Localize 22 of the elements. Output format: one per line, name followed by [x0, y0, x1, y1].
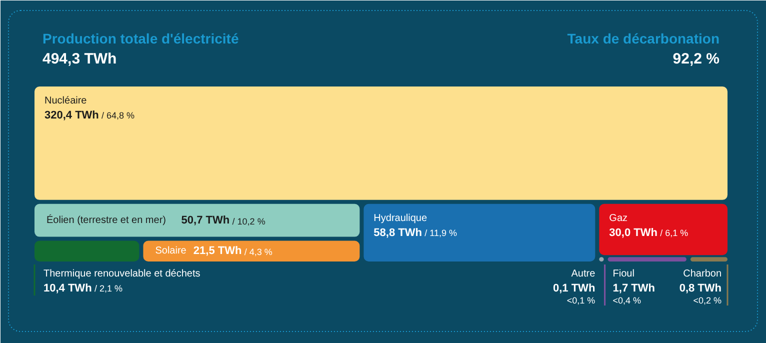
- category-label: Charbon: [683, 268, 722, 280]
- data-label: 30,0 TWh / 6,1 %: [609, 226, 688, 239]
- data-label: 0,1 TWh <0,1 %: [552, 282, 596, 306]
- category-label: Thermique renouvelable et déchets: [44, 268, 200, 280]
- text: 494,3 TWh: [42, 50, 117, 68]
- category-label: Éolien (terrestre et en mer): [46, 214, 166, 226]
- text: 92,2 %: [672, 50, 720, 68]
- category-label: Autre: [571, 268, 596, 280]
- data-label: 1,7 TWh <0,4 %: [612, 282, 656, 306]
- data-label: 320,4 TWh / 64,8 %: [44, 110, 135, 122]
- category-label: Gaz: [609, 212, 628, 224]
- category-label: Hydraulique: [374, 212, 428, 224]
- data-label: 21,5 TWh / 4,3 %: [193, 245, 272, 258]
- text: Production totale d'électricité: [42, 30, 239, 46]
- category-label: Nucléaire: [44, 96, 88, 106]
- text: Taux de décarbonation: [567, 30, 720, 46]
- data-label: 10,4 TWh / 2,1 %: [44, 282, 123, 294]
- category-label: Solaire: [155, 246, 187, 257]
- data-label: 0,8 TWh <0,2 %: [679, 282, 722, 306]
- data-label: 50,7 TWh / 10,2 %: [181, 214, 266, 226]
- data-label: 58,8 TWh / 11,9 %: [374, 226, 458, 239]
- category-label: Fioul: [612, 268, 634, 280]
